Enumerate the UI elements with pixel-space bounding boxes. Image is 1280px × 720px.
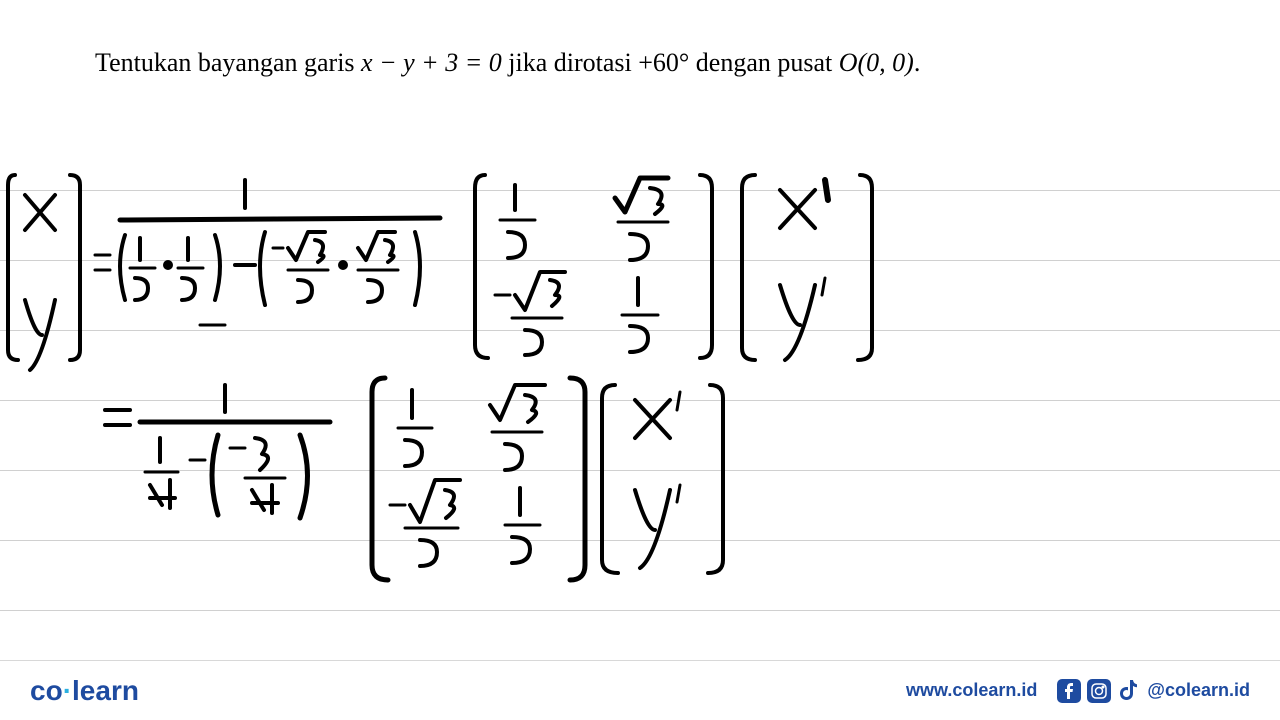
problem-point: O(0, 0) xyxy=(839,48,914,77)
problem-equation: x − y + 3 = 0 xyxy=(361,48,502,77)
footer: co·learn www.colearn.id @colearn.id xyxy=(0,660,1280,720)
website-url: www.colearn.id xyxy=(906,680,1037,701)
logo-right: learn xyxy=(72,675,139,706)
footer-right: www.colearn.id @colearn.id xyxy=(906,679,1250,703)
problem-prefix: Tentukan bayangan garis xyxy=(95,48,361,77)
problem-statement: Tentukan bayangan garis x − y + 3 = 0 ji… xyxy=(95,48,920,78)
handwritten-math xyxy=(0,160,1000,600)
facebook-icon xyxy=(1057,679,1081,703)
brand-logo: co·learn xyxy=(30,675,139,707)
instagram-icon xyxy=(1087,679,1111,703)
logo-dot: · xyxy=(63,675,72,706)
social-icons: @colearn.id xyxy=(1057,679,1250,703)
logo-left: co xyxy=(30,675,63,706)
social-handle: @colearn.id xyxy=(1147,680,1250,701)
tiktok-icon xyxy=(1117,679,1141,703)
problem-suffix: . xyxy=(914,48,921,77)
problem-middle: jika dirotasi +60° dengan pusat xyxy=(502,48,839,77)
